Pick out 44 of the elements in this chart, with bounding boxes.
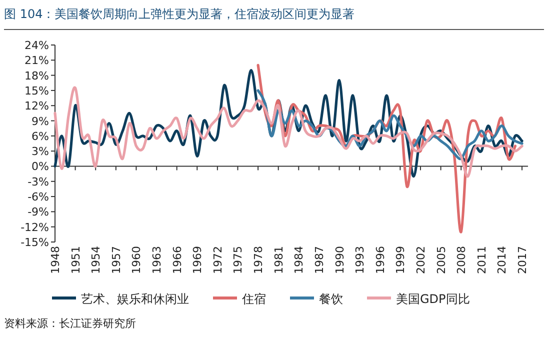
y-tick-label: -12% xyxy=(20,220,49,234)
x-tick-label: 1999 xyxy=(394,246,408,274)
x-tick-label: 2014 xyxy=(496,246,509,274)
y-tick-label: 6% xyxy=(32,130,49,143)
x-tick-label: 1984 xyxy=(292,246,306,274)
x-tick-label: 2017 xyxy=(516,246,529,274)
x-tick-label: 1990 xyxy=(333,246,346,274)
x-tick-label: 1954 xyxy=(90,246,103,274)
x-tick-label: 2002 xyxy=(414,246,428,274)
x-tick-label: 1978 xyxy=(252,246,266,274)
x-tick-label: 1993 xyxy=(354,246,367,274)
x-tick-label: 1981 xyxy=(272,246,286,274)
y-tick-label: 12% xyxy=(24,100,49,113)
y-tick-label: 21% xyxy=(24,54,49,68)
y-tick-label: -15% xyxy=(20,236,49,249)
text: 资料来源：长江证券研究所 xyxy=(4,316,136,331)
x-tick-label: 1996 xyxy=(374,246,387,274)
x-tick-label: 2011 xyxy=(475,246,488,274)
x-tick-label: 1957 xyxy=(110,246,123,274)
y-tick-label: 3% xyxy=(32,145,49,158)
legend-label: 美国GDP同比 xyxy=(396,292,470,306)
x-tick-label: 1948 xyxy=(49,246,62,274)
y-tick-label: 15% xyxy=(24,84,49,98)
y-tick-label: -6% xyxy=(28,190,49,204)
x-tick-label: 1972 xyxy=(211,246,224,274)
x-tick-label: 1960 xyxy=(130,246,144,274)
y-tick-label: 18% xyxy=(24,69,49,82)
y-tick-label: 0% xyxy=(32,160,49,174)
x-tick-label: 1975 xyxy=(232,246,245,274)
legend-label: 餐饮 xyxy=(319,292,343,306)
x-tick-label: 2008 xyxy=(455,246,468,274)
x-tick-label: 1966 xyxy=(170,246,184,274)
y-tick-label: -9% xyxy=(28,206,49,219)
y-tick-label: 24% xyxy=(24,39,49,52)
x-tick-label: 1987 xyxy=(312,246,326,274)
x-tick-label: 1969 xyxy=(191,246,204,274)
legend-label: 艺术、娱乐和休闲业 xyxy=(81,292,189,306)
x-tick-label: 1951 xyxy=(69,246,82,274)
chart-title: 图 104：美国餐饮周期向上弹性更为显著，住宿波动区间更为显著 xyxy=(4,6,544,30)
x-tick-label: 2005 xyxy=(434,246,448,274)
x-tick-label: 1963 xyxy=(150,246,164,274)
legend-label: 住宿 xyxy=(241,292,266,306)
y-tick-label: -3% xyxy=(28,175,49,188)
y-tick-label: 9% xyxy=(32,114,49,128)
